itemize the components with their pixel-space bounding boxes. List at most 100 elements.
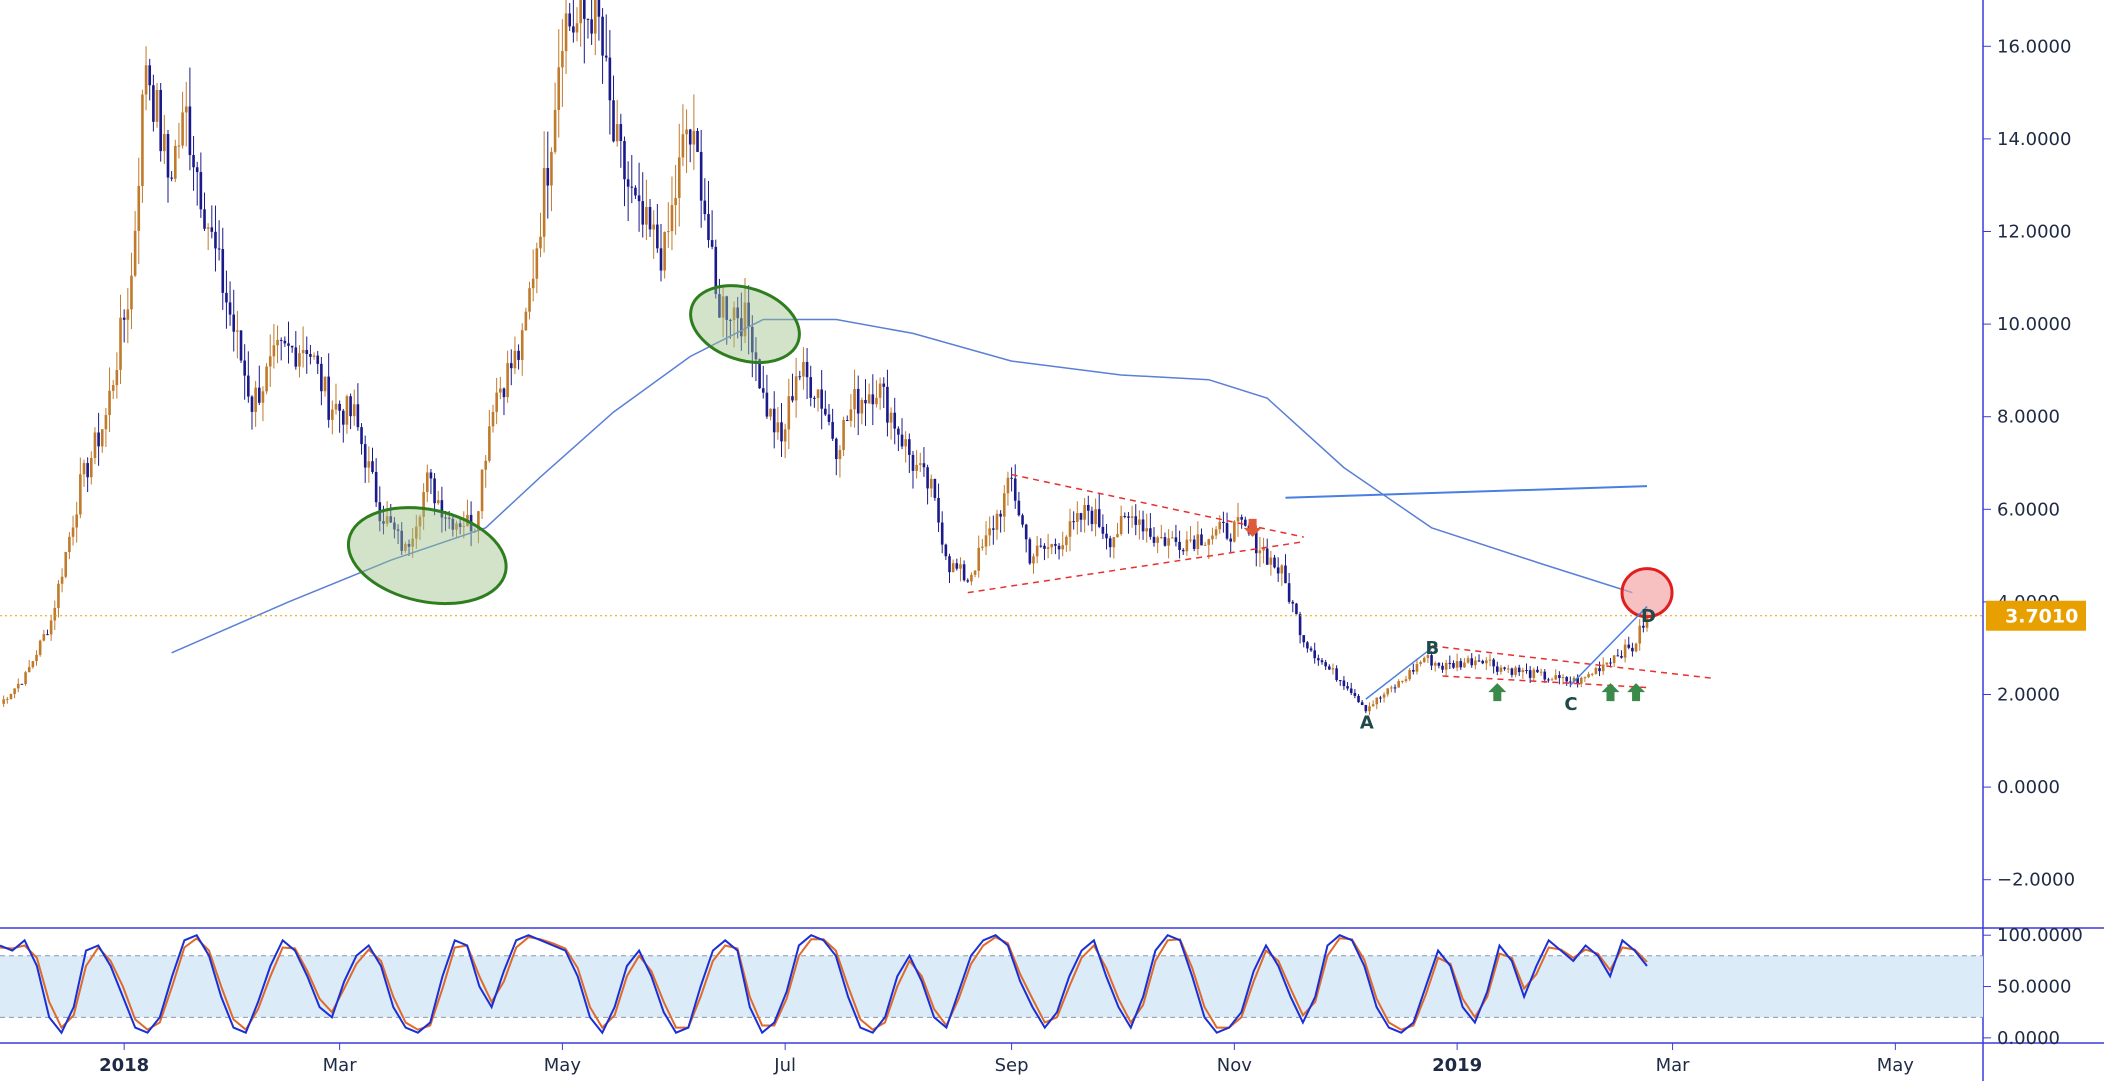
candle-body: [1550, 679, 1554, 681]
candle-body: [692, 130, 696, 145]
candle-body: [1565, 677, 1568, 682]
buy-arrow-icon: [1601, 683, 1620, 702]
candle-body: [959, 564, 962, 569]
candle-body: [707, 214, 710, 241]
candle-body: [1543, 671, 1547, 680]
candle-body: [601, 16, 604, 56]
candle-body: [1254, 529, 1258, 554]
candle-body: [944, 544, 948, 557]
candle-body: [988, 528, 991, 536]
candle-body: [46, 634, 49, 636]
candle-body: [1324, 662, 1327, 667]
candle-body: [831, 421, 834, 439]
candle-body: [97, 432, 100, 447]
candle-body: [900, 434, 904, 447]
candle-body: [856, 388, 860, 414]
candle-body: [217, 248, 221, 250]
candle-body: [1645, 615, 1649, 628]
candle-body: [360, 427, 363, 445]
candle-body: [714, 246, 718, 294]
candle-body: [1408, 670, 1411, 680]
candle-body: [827, 414, 831, 422]
candle-body: [290, 345, 294, 348]
candle-body: [254, 387, 257, 412]
candle-body: [1569, 681, 1572, 683]
candle-body: [111, 385, 115, 391]
candle-body: [455, 523, 458, 530]
candle-body: [400, 530, 404, 551]
candle-body: [1634, 643, 1638, 652]
candle-body: [16, 683, 20, 689]
candle-body: [68, 536, 71, 553]
candle-body: [163, 134, 166, 152]
candle-body: [323, 376, 327, 392]
candle-body: [477, 511, 480, 532]
candle-body: [677, 157, 681, 198]
candle-body: [1152, 536, 1156, 543]
candle-body: [1276, 567, 1280, 574]
candle-body: [659, 248, 663, 271]
candle-body: [528, 288, 531, 312]
candle-body: [9, 694, 13, 699]
candle-body: [1612, 655, 1616, 664]
candle-body: [970, 574, 973, 582]
candle-body: [1313, 650, 1316, 659]
candle-body: [908, 439, 911, 455]
candle-body: [681, 134, 685, 158]
candle-body: [6, 698, 9, 700]
candle-body: [276, 339, 279, 346]
wave-label: A: [1360, 712, 1374, 733]
y-tick-label: 2.0000: [1997, 685, 2060, 706]
candle-body: [663, 231, 666, 271]
candle-body: [447, 517, 451, 519]
candle-body: [1258, 550, 1262, 554]
candle-body: [24, 672, 27, 685]
candle-body: [1306, 642, 1309, 649]
candle-body: [550, 151, 553, 186]
candle-body: [539, 236, 542, 249]
candle-body: [557, 67, 561, 110]
highlight-circle-target: [1620, 567, 1674, 619]
candle-body: [1401, 680, 1404, 682]
candle-body: [1203, 544, 1207, 546]
candle-body: [1170, 537, 1174, 539]
candle-body: [356, 404, 360, 428]
candle-body: [499, 388, 502, 393]
candle-body: [257, 387, 261, 403]
candle-body: [918, 463, 922, 465]
candle-body: [787, 396, 791, 430]
triangle-lower-line: [967, 540, 1304, 594]
candle-body: [1050, 543, 1054, 548]
candle-body: [181, 112, 184, 146]
y-tick-label: −2.0000: [1997, 870, 2075, 891]
candle-body: [853, 388, 856, 410]
candle-body: [656, 224, 659, 249]
candle-body: [802, 362, 805, 377]
candle-body: [232, 314, 236, 332]
candle-body: [1353, 692, 1357, 696]
candle-body: [389, 516, 393, 523]
candle-body: [320, 363, 323, 392]
candle-body: [772, 408, 776, 433]
candle-body: [484, 460, 488, 470]
candle-body: [1411, 670, 1415, 672]
wave-arrow-cd: [1569, 606, 1648, 686]
candle-body: [579, 0, 582, 24]
candle-body: [1214, 529, 1218, 536]
resistance-ray: [1285, 485, 1648, 499]
x-tick-label: Nov: [1217, 1055, 1252, 1076]
candle-body: [349, 396, 352, 417]
candle-body: [575, 23, 579, 33]
candle-body: [937, 497, 940, 523]
candle-body: [1002, 493, 1006, 517]
candle-body: [1291, 601, 1295, 604]
candle-body: [1554, 675, 1558, 680]
candle-body: [148, 65, 152, 86]
candle-body: [491, 411, 495, 427]
candle-body: [144, 65, 148, 95]
candle-body: [860, 399, 864, 414]
candle-body: [1090, 510, 1094, 525]
highlight-ellipse-june: [689, 284, 801, 364]
candle-body: [838, 450, 842, 460]
